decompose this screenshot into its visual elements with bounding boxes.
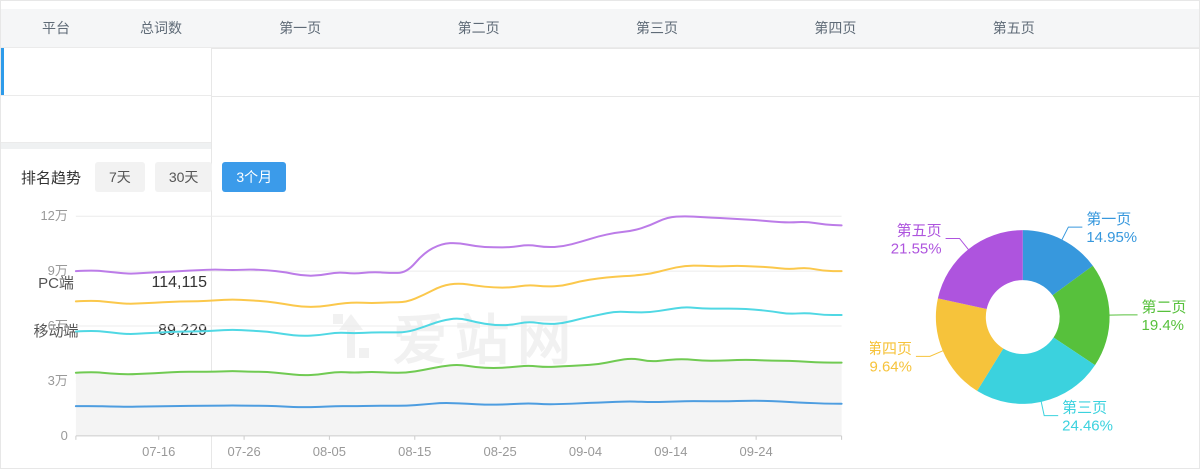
svg-text:21.55%: 21.55% [890, 240, 941, 257]
svg-text:第二页: 第二页 [1141, 298, 1186, 316]
svg-text:6万: 6万 [48, 318, 68, 333]
svg-text:0: 0 [61, 428, 68, 443]
table-row-mobile[interactable]: 移动端 89,229 14,816 16.60% 19,532 21.89% 1… [1, 95, 1199, 468]
svg-text:08-15: 08-15 [398, 444, 431, 459]
rank-trend-section: 排名趋势 7天 30天 3个月 爱站网 12万 9万 6万 3万 0 07-16 07-26… [1, 149, 1199, 469]
svg-text:19.64%: 19.64% [870, 358, 912, 375]
trend-toolbar: 排名趋势 7天 30天 3个月 [1, 149, 1199, 198]
svg-text:第一页: 第一页 [1086, 210, 1131, 228]
trend-line-chart[interactable]: 12万 9万 6万 3万 0 07-16 07-26 08-05 08-15 08-25 09-04… [1, 198, 870, 469]
svg-text:9万: 9万 [48, 263, 68, 278]
aizhan-logo-icon [333, 313, 369, 358]
header-page-4: 第四页 [814, 20, 857, 36]
trend-title: 排名趋势 [21, 169, 82, 187]
svg-text:09-24: 09-24 [740, 444, 773, 459]
svg-text:08-05: 08-05 [313, 444, 346, 459]
header-platform: 平台 [42, 20, 70, 36]
svg-text:3万: 3万 [48, 373, 68, 388]
svg-text:第三页: 第三页 [1062, 399, 1107, 417]
table-header-row: 平台 总词数 第一页 第二页 第三页 第四页 第五页 [1, 9, 1199, 47]
total-words-cell: 114,115 [151, 273, 207, 291]
watermark-text: 爱站网 [393, 311, 579, 371]
trend-body: 爱站网 12万 9万 6万 3万 0 07-16 07-26 08-05 08-15 08-25 0… [1, 198, 1199, 469]
platform-cell: PC端 [38, 275, 74, 292]
tab-3-months[interactable]: 3个月 [222, 162, 287, 192]
tab-30-days[interactable]: 30天 [154, 162, 213, 192]
svg-text:07-16: 07-16 [142, 444, 175, 459]
watermark: 爱站网 [323, 296, 579, 375]
svg-text:第四页: 第四页 [870, 339, 912, 357]
table-row-pc[interactable]: PC端 114,115 17,056 14.95% 22,144 19.40% … [1, 47, 1199, 468]
platform-cell: 移动端 [33, 323, 79, 340]
svg-text:09-04: 09-04 [569, 444, 602, 459]
header-page-1: 第一页 [279, 20, 322, 36]
tab-7-days[interactable]: 7天 [95, 162, 145, 192]
header-page-5: 第五页 [992, 20, 1035, 36]
header-page-3: 第三页 [635, 20, 678, 36]
svg-text:08-25: 08-25 [484, 444, 517, 459]
svg-text:19.4%: 19.4% [1141, 317, 1183, 334]
svg-text:07-26: 07-26 [228, 444, 261, 459]
svg-text:09-14: 09-14 [654, 444, 687, 459]
svg-text:第五页: 第五页 [896, 221, 941, 239]
header-page-2: 第二页 [457, 20, 500, 36]
svg-text:24.46%: 24.46% [1062, 418, 1113, 435]
header-total-words: 总词数 [140, 20, 182, 36]
svg-text:12万: 12万 [40, 208, 67, 223]
svg-text:14.95%: 14.95% [1086, 229, 1137, 246]
